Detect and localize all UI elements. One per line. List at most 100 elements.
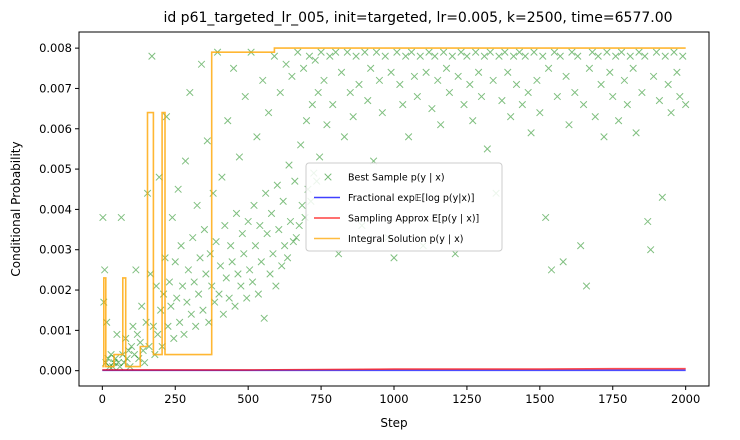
scatter-point <box>174 185 182 193</box>
scatter-point <box>682 100 690 109</box>
scatter-point <box>187 310 195 318</box>
scatter-point <box>556 52 564 60</box>
scatter-point <box>594 52 602 60</box>
scatter-point <box>524 88 532 97</box>
scatter-point <box>372 48 381 56</box>
scatter-point <box>283 254 292 262</box>
scatter-point <box>559 258 567 266</box>
scatter-point <box>99 213 107 222</box>
y-tick-label: 0.005 <box>39 162 72 176</box>
scatter-point <box>192 322 200 330</box>
scatter-point <box>260 314 268 322</box>
scatter-point <box>483 145 491 153</box>
scatter-point <box>133 330 141 339</box>
scatter-point <box>224 117 232 125</box>
scatter-point <box>273 181 281 189</box>
scatter-point <box>168 213 176 222</box>
scatter-point <box>294 48 302 56</box>
scatter-point <box>263 229 271 238</box>
scatter-point <box>585 64 594 72</box>
scatter-point <box>280 242 289 250</box>
scatter-point <box>243 294 251 302</box>
scatter-point <box>250 201 258 210</box>
scatter-point <box>295 221 303 230</box>
scatter-point <box>222 274 230 282</box>
scatter-point <box>402 52 410 60</box>
legend: Best Sample p(y | x) Fractional exp𝔼[log … <box>305 162 503 252</box>
x-tick-label: 1250 <box>452 392 481 406</box>
scatter-point <box>437 121 445 129</box>
scatter-point <box>305 52 314 60</box>
scatter-point <box>472 48 480 56</box>
scatter-point <box>225 294 233 302</box>
scatter-point <box>495 52 503 60</box>
scatter-point <box>422 68 430 76</box>
scatter-point <box>132 266 140 274</box>
scatter-point <box>254 290 263 298</box>
scatter-point <box>416 52 424 60</box>
scatter-point <box>361 48 369 56</box>
y-axis: 0.000 0.001 0.002 0.003 0.004 0.005 0.006 0.007… <box>39 41 79 378</box>
scatter-point <box>434 76 442 85</box>
scatter-point <box>343 48 351 56</box>
scatter-point <box>184 266 193 274</box>
scatter-point <box>600 133 608 141</box>
y-axis-title: Conditional Probability <box>9 141 23 276</box>
scatter-point <box>314 88 322 97</box>
scatter-point <box>474 68 483 76</box>
scatter-point <box>501 48 509 56</box>
scatter-point <box>457 48 465 56</box>
scatter-point <box>364 96 372 105</box>
scatter-point <box>289 238 298 246</box>
scatter-point <box>234 270 242 278</box>
y-tick-label: 0.000 <box>39 364 72 378</box>
scatter-point <box>469 117 477 125</box>
scatter-point <box>262 189 270 197</box>
scatter-point <box>215 290 223 298</box>
scatter-point <box>299 64 308 72</box>
x-tick-label: 500 <box>237 392 259 406</box>
scatter-point <box>326 52 334 60</box>
scatter-point <box>504 68 512 76</box>
scatter-point <box>620 76 629 85</box>
scatter-point <box>315 153 324 161</box>
scatter-point <box>638 88 646 97</box>
scatter-point <box>547 266 556 274</box>
scatter-point <box>393 48 401 56</box>
scatter-point <box>266 270 274 278</box>
scatter-point <box>355 80 363 89</box>
scatter-point <box>352 52 360 60</box>
scatter-point <box>451 250 459 258</box>
scatter-point <box>413 92 421 101</box>
scatter-point <box>579 100 588 109</box>
scatter-point <box>337 68 346 76</box>
x-tick-label: 1750 <box>598 392 627 406</box>
scatter-point <box>183 298 191 306</box>
scatter-point <box>661 52 669 60</box>
y-tick-label: 0.003 <box>39 243 72 257</box>
scatter-point <box>297 141 305 149</box>
y-tick-label: 0.008 <box>39 41 72 55</box>
scatter-point <box>606 68 614 76</box>
scatter-point <box>114 358 123 367</box>
scatter-point <box>196 254 204 262</box>
scatter-point <box>229 64 238 72</box>
legend-marker <box>324 173 332 181</box>
scatter-point <box>199 306 207 314</box>
scatter-point <box>276 88 284 97</box>
y-tick-label: 0.007 <box>39 81 72 95</box>
x-tick-label: 0 <box>99 392 106 406</box>
scatter-point <box>136 338 144 347</box>
scatter-point <box>431 52 439 60</box>
scatter-point <box>180 330 188 339</box>
scatter-point <box>673 68 681 76</box>
scatter-point <box>463 52 471 60</box>
step-series-line <box>102 47 686 368</box>
scatter-point <box>175 318 184 326</box>
scatter-point <box>311 56 319 64</box>
scatter-point <box>609 92 617 101</box>
scatter-point <box>346 88 354 97</box>
scatter-point <box>515 48 524 56</box>
scatter-point <box>302 117 311 125</box>
scatter-point <box>591 113 599 121</box>
